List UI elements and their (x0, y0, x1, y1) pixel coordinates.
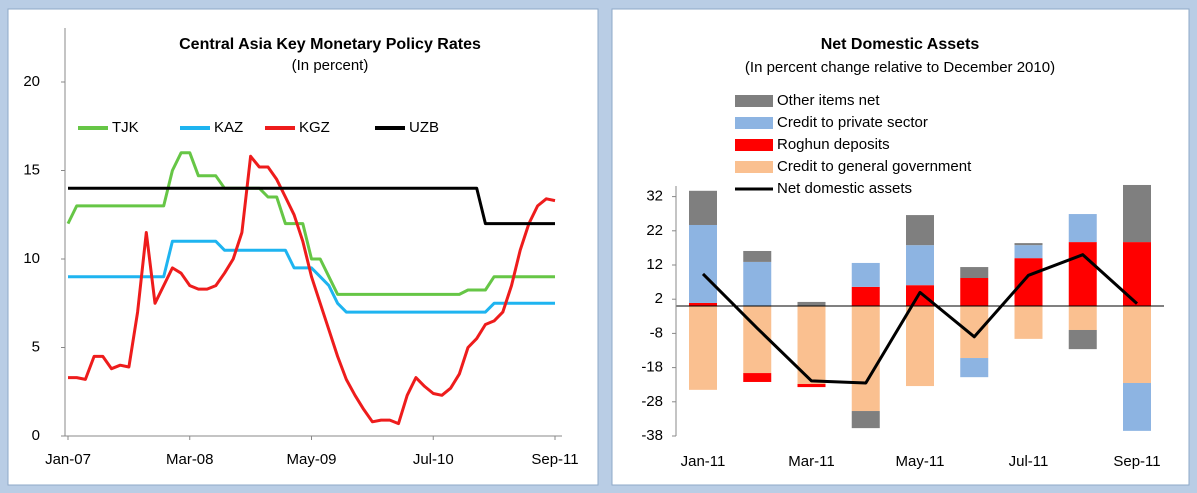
x-tick-label: Mar-08 (166, 451, 214, 468)
bar-segment (851, 306, 880, 412)
chart-subtitle: (In percent change relative to December … (745, 59, 1055, 76)
bar-segment (1014, 243, 1043, 246)
legend-label: KAZ (214, 119, 243, 136)
bar-segment (851, 286, 880, 307)
y-tick-label: 32 (646, 188, 663, 205)
bar-segment (689, 224, 717, 303)
legend-label: TJK (112, 119, 139, 136)
chart-subtitle: (In percent) (292, 57, 369, 74)
x-tick-label: Jul-11 (1009, 453, 1049, 470)
legend-label: KGZ (299, 119, 330, 136)
y-tick-label: -8 (650, 324, 663, 341)
chart-title: Net Domestic Assets (821, 36, 980, 53)
y-tick-label: -18 (641, 359, 663, 376)
x-tick-label: Jan-11 (681, 453, 726, 470)
bar-segment (1014, 306, 1043, 339)
y-tick-label: 0 (32, 427, 40, 444)
legend-label: Credit to private sector (777, 114, 928, 131)
bar-segment (906, 215, 934, 246)
bar-segment (960, 306, 989, 359)
legend-label: Net domestic assets (777, 180, 912, 197)
bar-segment (689, 190, 717, 225)
y-tick-label: 12 (646, 256, 663, 273)
y-tick-label: -28 (641, 393, 663, 410)
x-tick-label: Sep-11 (531, 451, 578, 468)
bar-segment (1123, 382, 1151, 431)
bar-segment (1068, 242, 1097, 307)
bar-segment (960, 358, 989, 378)
bar-segment (689, 302, 717, 307)
y-tick-label: 20 (23, 73, 40, 90)
bar-segment (960, 267, 989, 278)
bar-segment (797, 301, 826, 307)
x-tick-label: May-11 (896, 453, 945, 470)
bar-segment (851, 262, 880, 287)
bar-segment (743, 261, 772, 307)
y-tick-label: 15 (23, 161, 40, 178)
x-tick-label: Mar-11 (788, 453, 834, 470)
bar-segment (1123, 184, 1151, 243)
x-tick-label: Jan-07 (45, 451, 91, 468)
y-tick-label: 22 (646, 222, 663, 239)
y-tick-label: -38 (641, 427, 663, 444)
bar-segment (689, 306, 717, 390)
y-tick-label: 2 (655, 290, 663, 307)
bar-segment (906, 306, 934, 387)
bar-segment (1123, 306, 1151, 383)
bar-segment (1068, 329, 1097, 350)
x-tick-label: May-09 (286, 451, 336, 468)
y-tick-label: 10 (23, 250, 40, 267)
bar-segment (743, 250, 772, 262)
legend-swatch (735, 139, 773, 151)
chart-title: Central Asia Key Monetary Policy Rates (179, 36, 481, 53)
legend-label: Other items net (777, 92, 880, 109)
series-line (68, 154, 556, 426)
bar-segment (906, 285, 934, 307)
legend-label: UZB (409, 119, 439, 136)
bar-segment (1068, 214, 1097, 243)
bar-segment (1014, 245, 1043, 259)
legend-swatch (735, 95, 773, 107)
bar-segment (960, 277, 989, 307)
x-tick-label: Jul-10 (413, 451, 454, 468)
legend-label: Roghun deposits (777, 136, 890, 153)
bar-segment (743, 373, 772, 382)
bar-segment (1068, 306, 1097, 330)
bar-segment (797, 384, 826, 388)
bar-segment (851, 411, 880, 429)
series-line (68, 239, 555, 314)
legend-swatch (735, 117, 773, 129)
legend-label: Credit to general government (777, 158, 972, 175)
bar-segment (1014, 258, 1043, 307)
series-line (66, 151, 555, 296)
series-line (701, 253, 1139, 385)
x-tick-label: Sep-11 (1113, 453, 1160, 470)
legend-swatch (735, 161, 773, 173)
y-tick-label: 5 (32, 338, 40, 355)
series-line (68, 186, 555, 226)
bar-segment (906, 245, 934, 286)
